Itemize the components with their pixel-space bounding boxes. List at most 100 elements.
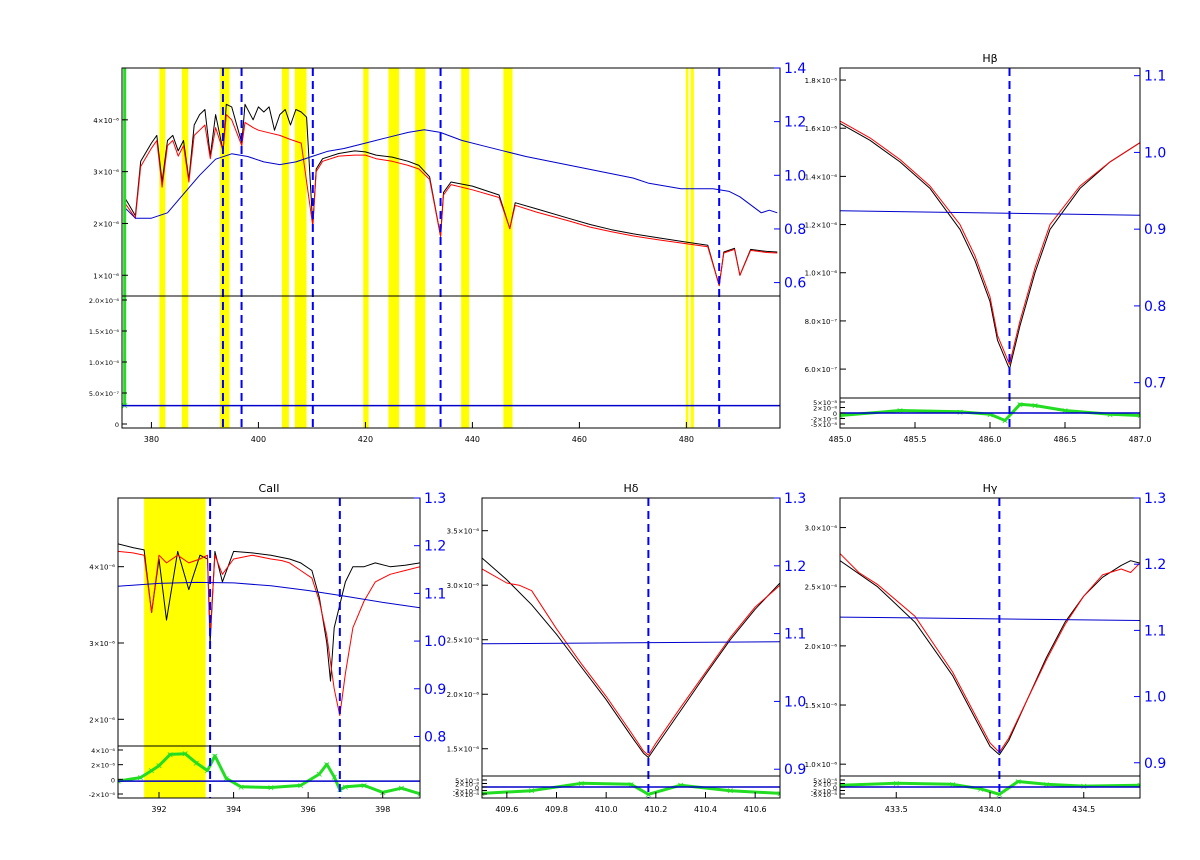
residual-tick-label: 0 [475, 784, 479, 792]
mask-band [294, 68, 307, 428]
residual-tick-label: 0 [833, 410, 837, 418]
residual-point: × [204, 767, 212, 777]
y-right-tick-label: 0.7 [1144, 376, 1166, 392]
plot-area: ××××××××××××××××××××××××××××××××××××××××… [122, 68, 780, 428]
y-right-tick-label: 0.8 [1144, 299, 1166, 315]
y-tick-label: 2.0×10⁻⁶ [805, 643, 838, 651]
residual-point: × [316, 770, 324, 780]
residual-point: × [342, 783, 350, 793]
y-right-tick-label: 1.0 [424, 634, 446, 650]
y-tick-label: 1.5×10⁻⁶ [805, 702, 838, 710]
residual-point: × [1014, 778, 1022, 788]
residual-tick-label: 2×10⁻⁶ [91, 762, 115, 770]
residual-point: × [237, 783, 245, 793]
x-tick-label: 485.5 [904, 435, 927, 444]
plot-frame [481, 497, 781, 799]
plot-frame [117, 497, 421, 799]
residual-point: × [137, 774, 145, 784]
model-spectrum-line [840, 553, 1140, 753]
residual-point: × [1061, 407, 1069, 417]
y-right-tick-label: 1.0 [1144, 690, 1166, 706]
residual-point: × [677, 781, 685, 791]
residual-point: × [578, 779, 586, 789]
y-right-tick-label: 0.9 [424, 682, 446, 698]
x-tick-label: 485.0 [829, 435, 852, 444]
plot-area: ×××××××××××××××××××××× [118, 498, 424, 800]
response-curve-line [840, 210, 1140, 216]
residual-tick-label: 2×10⁻⁸ [813, 405, 837, 413]
mask-band [690, 68, 694, 428]
y-tick-label: 8.0×10⁻⁷ [805, 318, 838, 326]
residual-point: × [645, 790, 653, 800]
residual-tick-label: 2.0×10⁻⁶ [89, 297, 119, 305]
residual-tick-label: -2×10⁻⁸ [453, 788, 480, 796]
y-tick-label: 1.8×10⁻⁶ [805, 77, 838, 85]
residual-tick-label: -5×10⁻⁸ [453, 791, 480, 799]
residual-point: × [155, 762, 163, 772]
plot-area: × ×× ×××× × [482, 498, 784, 800]
response-curve-line [124, 129, 778, 219]
y-tick-label: 1.6×10⁻⁶ [805, 125, 838, 133]
panel-hbeta: ××××××××××485.0485.5486.0486.5487.06.0×1… [805, 52, 1167, 444]
residual-point: × [949, 780, 957, 790]
residual-point: × [1031, 402, 1039, 412]
observed-spectrum-line [840, 560, 1140, 756]
residual-point: × [416, 790, 424, 800]
y-tick-label: 1.0×10⁻⁶ [805, 761, 838, 769]
y-right-tick-label: 1.2 [784, 115, 806, 131]
x-tick-label: 433.5 [885, 805, 908, 814]
residual-point: × [166, 750, 174, 760]
y-right-tick-label: 1.4 [784, 61, 806, 77]
residual-tick-label: 0 [833, 784, 837, 792]
x-tick-label: 394 [226, 805, 241, 814]
residual-point: × [323, 760, 331, 770]
x-tick-label: 409.6 [495, 805, 518, 814]
y-tick-label: 1.0×10⁻⁶ [805, 270, 838, 278]
residual-point: × [1136, 781, 1144, 791]
residual-point: × [360, 781, 368, 791]
x-tick-label: 486.0 [979, 435, 1002, 444]
residual-point: × [776, 789, 784, 799]
residual-tick-label: 5.0×10⁻⁷ [89, 390, 119, 398]
y-right-tick-label: 1.2 [784, 559, 806, 575]
residual-tick-label: 5×10⁻⁸ [813, 399, 837, 407]
x-tick-label: 410.0 [595, 805, 618, 814]
residual-point: × [398, 784, 406, 794]
residual-point: × [1042, 780, 1050, 790]
residual-tick-label: 2×10⁻⁸ [455, 781, 479, 789]
panel-title: Hβ [982, 52, 997, 65]
x-tick-label: 396 [301, 805, 316, 814]
response-curve-line [482, 641, 780, 645]
observed-spectrum-line [482, 557, 780, 758]
residual-tick-label: 1.0×10⁻⁶ [89, 359, 119, 367]
y-right-tick-label: 0.6 [784, 276, 806, 292]
y-tick-label: 3×10⁻⁶ [89, 640, 115, 648]
panel-caii: ×××××××××××××××××××××× 392 394 396 398 2×10⁻⁶… [89, 482, 447, 814]
residual-point: × [211, 752, 219, 762]
residual-point: × [627, 780, 635, 790]
x-tick-label: 486.5 [1054, 435, 1077, 444]
residual-point: × [193, 759, 201, 769]
y-tick-label: 1.2×10⁻⁶ [805, 222, 838, 230]
residual-tick-label: -5×10⁻⁸ [811, 791, 838, 799]
residual-point: × [1136, 412, 1144, 422]
y-tick-label: 2×10⁻⁶ [93, 220, 119, 228]
x-tick-label: 487.0 [1129, 435, 1152, 444]
y-right-tick-label: 1.1 [784, 627, 806, 643]
y-right-tick-label: 1.2 [1144, 557, 1166, 573]
y-right-tick-label: 1.3 [424, 491, 446, 507]
y-tick-label: 3.0×10⁻⁶ [447, 582, 480, 590]
x-tick-label: 410.6 [744, 805, 767, 814]
residual-point: × [896, 407, 904, 417]
mask-band [181, 68, 189, 428]
residual-tick-label: 4×10⁻⁶ [91, 747, 115, 755]
panel-title: Hδ [623, 482, 638, 495]
y-tick-label: 4×10⁻⁶ [93, 117, 119, 125]
plot-area: × × × ××× × × × [840, 498, 1144, 798]
residual-point: × [330, 773, 338, 783]
residual-point: × [892, 779, 900, 789]
residual-point: × [148, 767, 156, 777]
model-spectrum-line [118, 550, 420, 716]
response-curve-line [840, 616, 1140, 621]
